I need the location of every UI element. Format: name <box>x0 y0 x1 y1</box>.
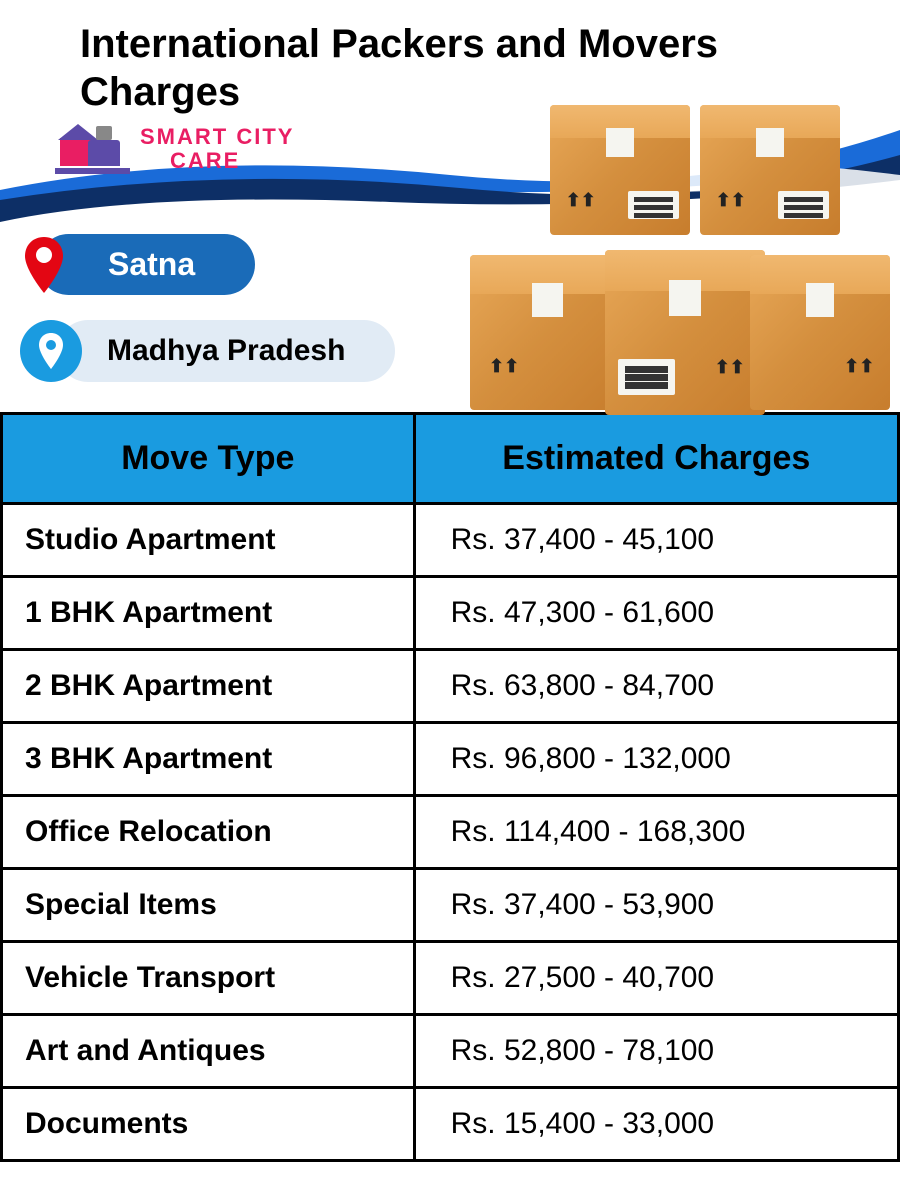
location-pin-icon <box>20 235 68 295</box>
logo-text: SMART CITY CARE <box>140 125 294 173</box>
cell-type: Art and Antiques <box>2 1015 415 1088</box>
table-row: Office RelocationRs. 114,400 - 168,300 <box>2 796 899 869</box>
table-row: Vehicle TransportRs. 27,500 - 40,700 <box>2 942 899 1015</box>
location-pin-circle-icon <box>20 320 82 382</box>
city-label: Satna <box>38 234 255 295</box>
cell-charge: Rs. 27,500 - 40,700 <box>414 942 898 1015</box>
cell-type: Documents <box>2 1088 415 1161</box>
logo-text-line2: CARE <box>170 148 240 173</box>
cell-charge: Rs. 47,300 - 61,600 <box>414 577 898 650</box>
table-row: 3 BHK ApartmentRs. 96,800 - 132,000 <box>2 723 899 796</box>
cell-charge: Rs. 114,400 - 168,300 <box>414 796 898 869</box>
cell-type: 1 BHK Apartment <box>2 577 415 650</box>
table-body: Studio ApartmentRs. 37,400 - 45,100 1 BH… <box>2 504 899 1161</box>
logo-text-line1: SMART CITY <box>140 124 294 149</box>
table-row: 1 BHK ApartmentRs. 47,300 - 61,600 <box>2 577 899 650</box>
cell-type: 3 BHK Apartment <box>2 723 415 796</box>
cell-type: 2 BHK Apartment <box>2 650 415 723</box>
table-row: Art and AntiquesRs. 52,800 - 78,100 <box>2 1015 899 1088</box>
table-row: DocumentsRs. 15,400 - 33,000 <box>2 1088 899 1161</box>
cell-charge: Rs. 63,800 - 84,700 <box>414 650 898 723</box>
cell-type: Special Items <box>2 869 415 942</box>
state-label: Madhya Pradesh <box>57 320 395 382</box>
table-row: Special ItemsRs. 37,400 - 53,900 <box>2 869 899 942</box>
cell-charge: Rs. 37,400 - 53,900 <box>414 869 898 942</box>
boxes-illustration: ⬆⬆ ⬆⬆ ⬆⬆ ⬆⬆ ⬆⬆ <box>460 105 890 445</box>
logo-icon <box>60 124 130 174</box>
cell-type: Vehicle Transport <box>2 942 415 1015</box>
cell-charge: Rs. 52,800 - 78,100 <box>414 1015 898 1088</box>
col-move-type: Move Type <box>2 414 415 504</box>
cell-charge: Rs. 96,800 - 132,000 <box>414 723 898 796</box>
table-row: Studio ApartmentRs. 37,400 - 45,100 <box>2 504 899 577</box>
cell-type: Studio Apartment <box>2 504 415 577</box>
page-title: International Packers and Movers Charges <box>80 20 860 116</box>
cell-type: Office Relocation <box>2 796 415 869</box>
charges-table: Move Type Estimated Charges Studio Apart… <box>0 412 900 1162</box>
cell-charge: Rs. 37,400 - 45,100 <box>414 504 898 577</box>
table-row: 2 BHK ApartmentRs. 63,800 - 84,700 <box>2 650 899 723</box>
cell-charge: Rs. 15,400 - 33,000 <box>414 1088 898 1161</box>
